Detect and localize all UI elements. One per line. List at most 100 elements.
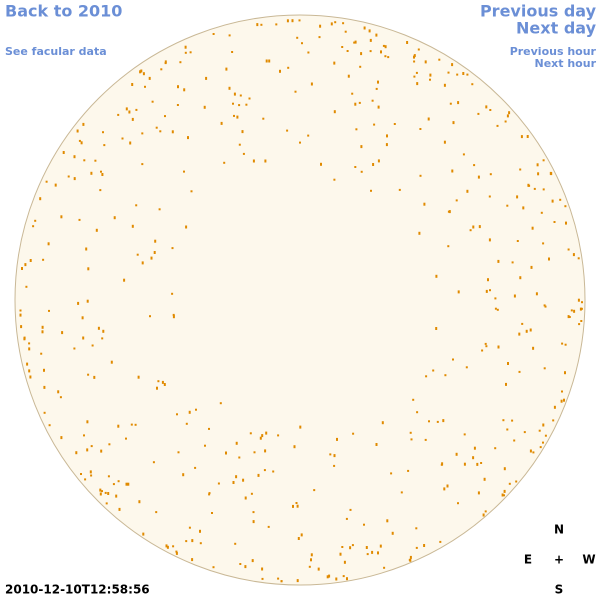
facula [567,248,570,251]
facula [564,205,567,208]
facula [141,132,144,135]
facula [248,97,251,100]
facula [335,577,338,581]
facula [358,101,361,104]
facula [242,152,245,155]
facula [390,472,393,475]
facula [90,445,93,448]
facula [532,451,535,454]
facula [154,239,157,243]
facula [26,362,29,366]
previous-day-link[interactable]: Previous day [480,2,597,21]
facula [235,475,238,479]
facula [497,345,500,349]
facula [228,34,231,37]
facula [142,532,145,536]
facula [425,375,428,378]
facula [48,424,51,427]
facula [54,183,57,187]
facula [257,473,260,477]
facula [344,30,347,33]
facula [375,443,378,446]
facula [386,519,389,523]
back-link[interactable]: Back to 2010 [5,2,122,21]
compass-north: N [554,523,564,537]
facula [568,316,571,318]
facula [261,567,264,571]
facula [21,267,23,270]
facula [29,259,32,262]
facula [127,482,130,486]
facula [409,558,412,562]
facula [443,487,446,491]
facula [561,390,563,393]
facula [241,130,244,134]
facula [191,539,194,543]
next-day-link[interactable]: Next day [516,19,597,38]
facula [128,110,131,114]
facula [287,66,290,69]
facula [410,438,413,441]
facula [516,195,519,199]
facula [386,134,388,138]
facula [451,63,454,67]
facula [360,52,363,56]
facula [268,59,271,63]
facula [231,51,234,53]
facula [484,510,487,513]
facular-link[interactable]: See facular data [5,45,107,58]
facula [115,494,118,498]
facula [102,131,104,134]
facula [415,71,418,74]
facula [503,494,505,497]
next-hour-link[interactable]: Next hour [535,57,597,70]
facula [149,315,151,318]
facula [446,484,449,488]
facula [60,215,63,219]
facula [581,301,583,304]
facula [123,278,126,282]
facula [238,143,241,146]
facula [533,187,536,190]
facula [159,130,162,133]
facula [156,386,158,390]
facula [164,60,167,64]
facula [463,433,466,436]
facula [129,141,132,145]
facula [262,117,265,120]
facula [333,61,336,65]
facula [236,115,239,119]
facula [317,567,320,571]
facula [81,316,84,320]
facula [279,69,281,73]
facula [118,507,121,511]
facula [225,451,227,455]
previous-hour-link[interactable]: Previous hour [510,45,597,58]
facula [380,50,382,54]
facula [90,171,93,175]
facula [277,434,280,437]
facula [371,99,374,102]
facula [415,527,418,530]
facula [77,301,80,305]
facula [234,542,237,545]
facula [203,105,206,109]
facula [494,307,497,310]
solar-disk [14,14,586,586]
facula [307,51,310,54]
facula [131,83,134,86]
facula [265,431,268,435]
facula [436,420,439,423]
facula [155,511,158,514]
facula [84,478,87,481]
facula [141,163,144,166]
facula [235,441,238,445]
facula [40,352,43,355]
facula [320,162,322,166]
facula [176,413,178,416]
facula [329,453,332,456]
facula [267,525,270,528]
facula [232,102,234,105]
facula [349,508,352,511]
facula [250,492,253,495]
